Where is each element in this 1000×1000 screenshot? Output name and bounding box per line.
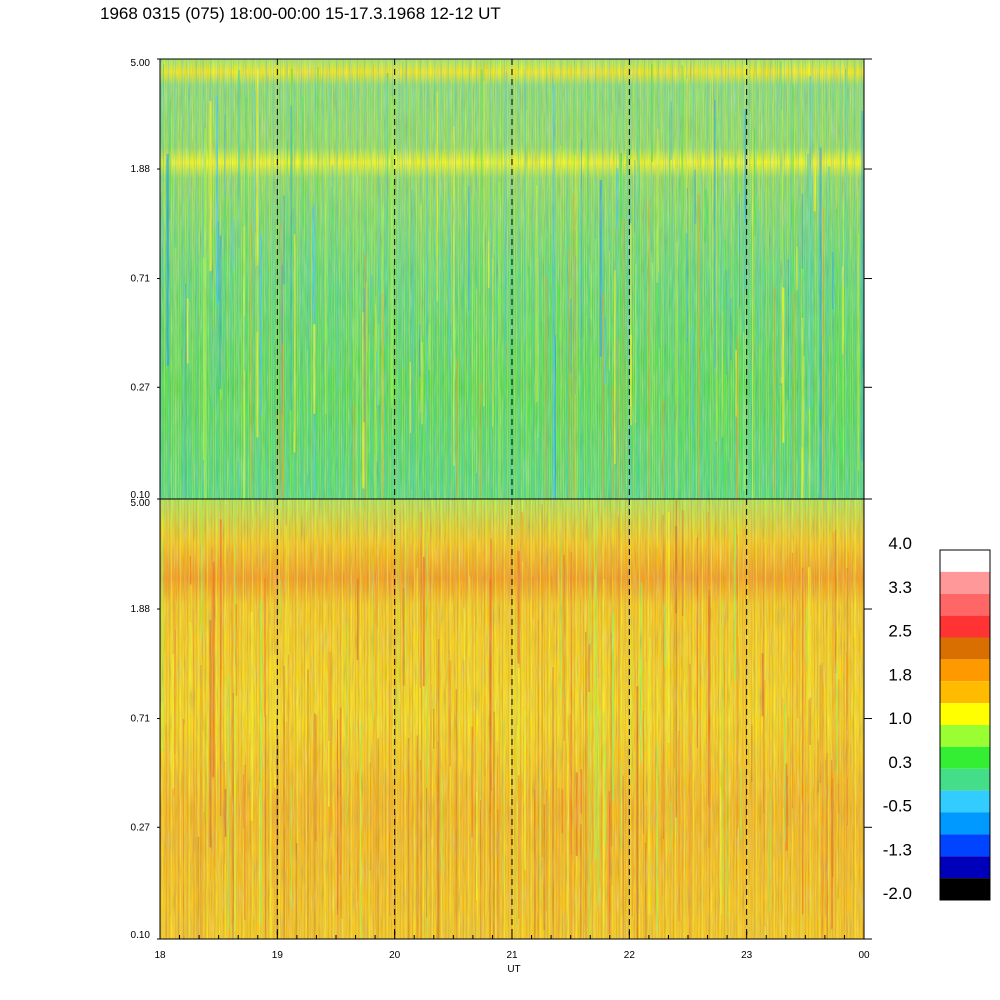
colorbar-swatch xyxy=(940,725,990,747)
colorbar-label: -1.3 xyxy=(883,840,912,859)
colorbar-swatch xyxy=(940,812,990,835)
colorbar-label: 2.5 xyxy=(888,622,912,641)
colorbar-swatch xyxy=(940,637,990,660)
colorbar-swatch xyxy=(940,550,990,572)
colorbar-swatch xyxy=(940,659,990,682)
y-tick-label: 1.88 xyxy=(131,604,151,615)
y-tick-label: 0.71 xyxy=(131,274,151,285)
y-tick-label: 0.27 xyxy=(131,382,151,393)
colorbar-swatch xyxy=(940,681,990,704)
colorbar-swatch xyxy=(940,571,990,594)
x-tick-label: 00 xyxy=(858,950,870,961)
x-axis-label: UT xyxy=(507,964,520,975)
y-tick-label: 5.00 xyxy=(131,58,151,69)
x-tick-label: 21 xyxy=(506,950,518,961)
colorbar-swatch xyxy=(940,790,990,813)
y-tick-label: 0.27 xyxy=(131,822,151,833)
colorbar-label: -2.0 xyxy=(883,884,912,903)
colorbar-swatch xyxy=(940,615,990,638)
y-tick-label: 0.10 xyxy=(131,930,151,941)
x-tick-label: 23 xyxy=(741,950,753,961)
colorbar-swatch xyxy=(940,593,990,616)
colorbar-swatch xyxy=(940,878,990,900)
x-tick-label: 18 xyxy=(154,950,166,961)
colorbar-swatch xyxy=(940,703,990,725)
x-tick-label: 20 xyxy=(389,950,401,961)
colorbar-frame xyxy=(939,549,991,901)
x-tick-label: 19 xyxy=(272,950,284,961)
colorbar-swatch xyxy=(940,834,990,857)
chart-title: 1968 0315 (075) 18:00-00:00 15-17.3.1968… xyxy=(100,4,501,23)
colorbar-label: 0.3 xyxy=(888,753,912,772)
colorbar-swatch xyxy=(940,856,990,879)
panel-lower xyxy=(160,499,864,939)
colorbar-label: 4.0 xyxy=(888,534,912,553)
colorbar-swatch xyxy=(940,746,990,769)
colorbar-label: -0.5 xyxy=(883,797,912,816)
y-tick-label: 1.88 xyxy=(131,164,151,175)
y-tick-label: 5.00 xyxy=(131,498,151,509)
y-tick-label: 0.71 xyxy=(131,714,151,725)
colorbar-label: 3.3 xyxy=(888,578,912,597)
colorbar-label: 1.8 xyxy=(888,665,912,684)
panel-upper xyxy=(160,59,864,500)
x-tick-label: 22 xyxy=(624,950,636,961)
colorbar-label: 1.0 xyxy=(888,709,912,728)
colorbar-swatch xyxy=(940,768,990,791)
y-tick-label: 0.10 xyxy=(131,490,151,501)
